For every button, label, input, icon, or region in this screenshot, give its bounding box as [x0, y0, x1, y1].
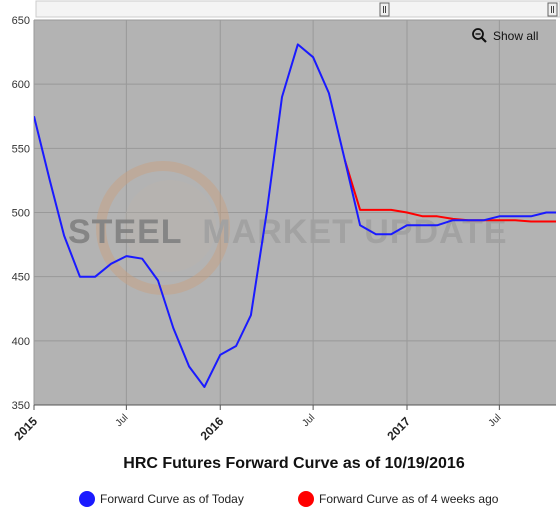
y-axis: 350 400 450 500 550 600 650 — [12, 15, 30, 412]
x-tick-label: Jul — [114, 412, 131, 429]
y-tick-label: 450 — [12, 272, 30, 284]
y-tick-label: 400 — [12, 336, 30, 348]
watermark-logo: STEEL MARKET UPDATE — [68, 161, 508, 295]
y-tick-label: 500 — [12, 208, 30, 220]
watermark-text-dark: STEEL — [68, 213, 182, 251]
legend-item-0[interactable]: Forward Curve as of Today — [79, 491, 244, 507]
svg-text:STEEL MARKET UPDATE: STEEL MARKET UPDATE — [68, 213, 508, 251]
show-all-label[interactable]: Show all — [493, 29, 538, 43]
y-tick-label: 600 — [12, 79, 30, 91]
series-line-1 — [343, 159, 556, 223]
legend-item-1[interactable]: Forward Curve as of 4 weeks ago — [298, 491, 499, 507]
legend: Forward Curve as of Today Forward Curve a… — [79, 491, 499, 507]
y-tick-label: 550 — [12, 143, 30, 155]
show-all-button[interactable]: Show all — [466, 25, 550, 47]
legend-label[interactable]: Forward Curve as of Today — [100, 492, 244, 506]
chart-title: HRC Futures Forward Curve as of 10/19/20… — [123, 455, 465, 472]
zoom-out-magnifier-icon[interactable] — [472, 28, 487, 43]
x-tick-label: Jul — [300, 412, 317, 429]
series-layer — [34, 43, 556, 388]
x-tick-label: 2015 — [11, 414, 40, 443]
x-tick-label: 2017 — [384, 414, 413, 443]
navigator-bar[interactable] — [35, 0, 560, 18]
legend-marker-icon[interactable] — [298, 491, 314, 507]
y-tick-label: 650 — [12, 15, 30, 27]
navigator-track[interactable] — [35, 0, 560, 18]
x-tick-label: 2016 — [198, 414, 227, 443]
y-tick-label: 350 — [12, 400, 30, 412]
x-tick-label: Jul — [487, 412, 504, 429]
legend-marker-icon[interactable] — [79, 491, 95, 507]
navigator-handle-right[interactable] — [547, 2, 558, 17]
watermark-swoosh-icon — [96, 161, 230, 295]
series-line-0 — [34, 43, 556, 388]
watermark-swoosh-inner-icon — [124, 180, 216, 272]
x-axis: 2015 Jul 2016 Jul 2017 Jul — [11, 404, 556, 443]
grid — [33, 19, 556, 406]
navigator-handle-left[interactable] — [379, 2, 390, 17]
legend-label[interactable]: Forward Curve as of 4 weeks ago — [319, 492, 499, 506]
